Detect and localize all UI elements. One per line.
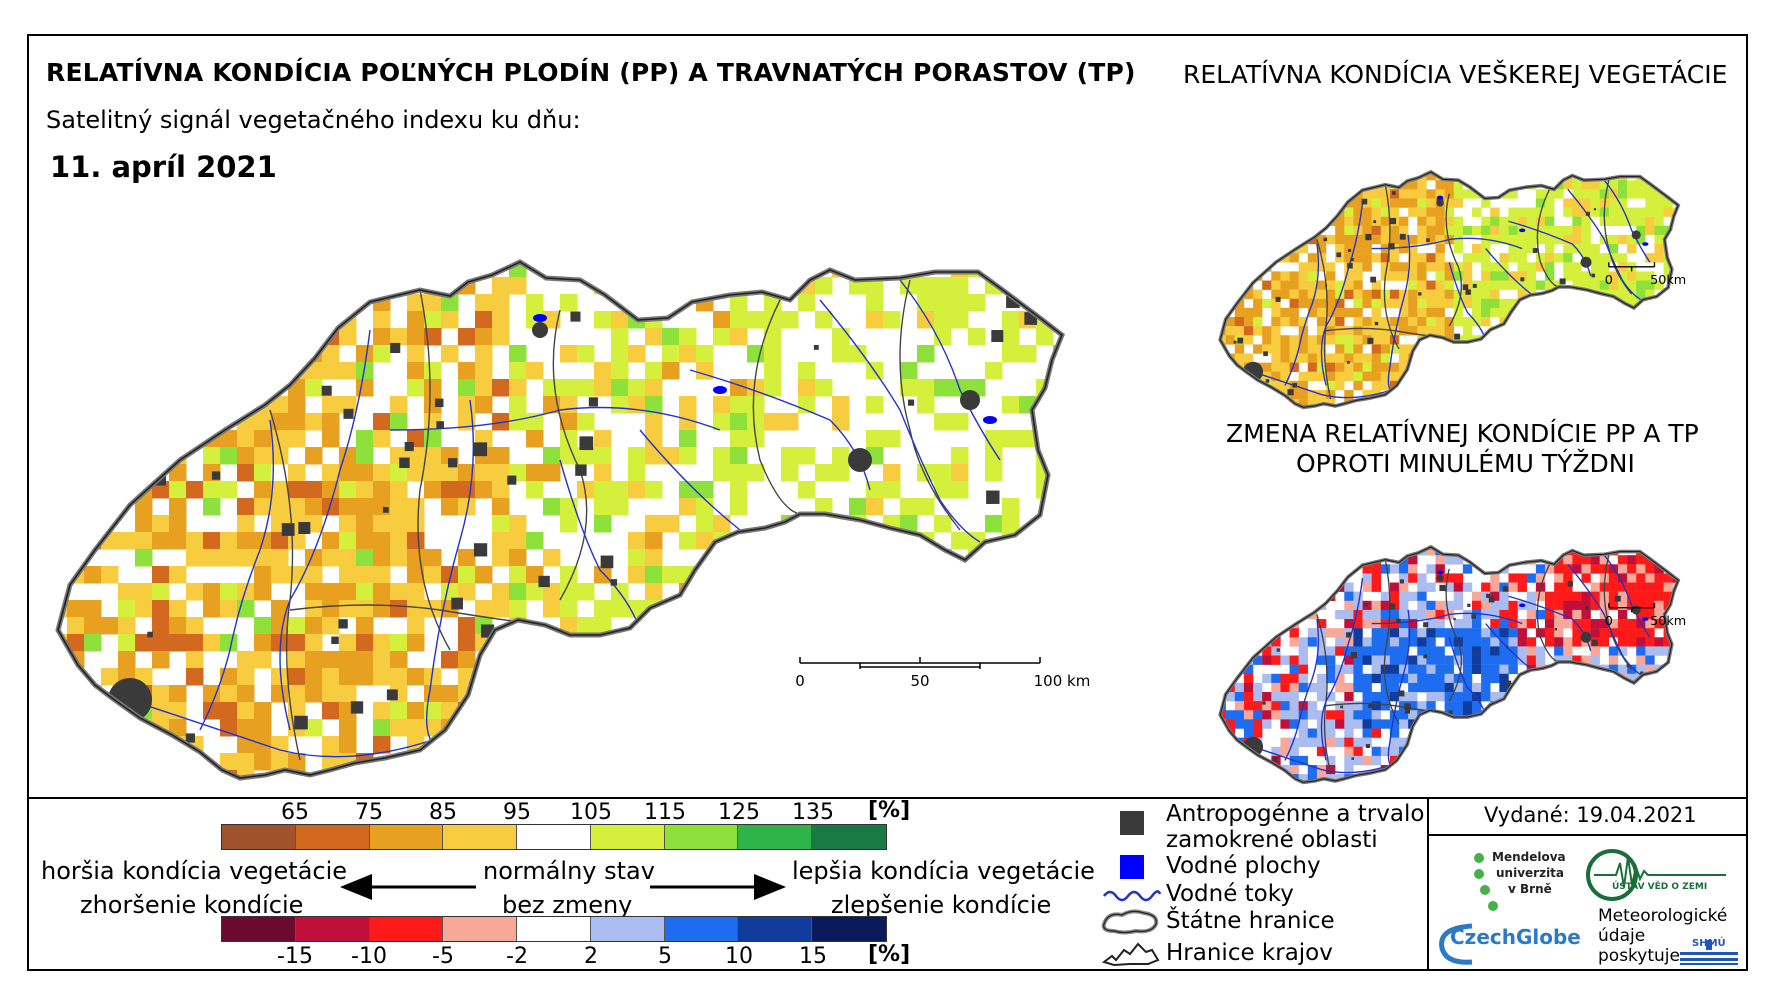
change-swatch-3: [443, 917, 518, 941]
bottom-scalebar-label-50: 50km: [1650, 614, 1686, 629]
change-swatch-6: [664, 917, 739, 941]
cond-tick-65: 65: [281, 800, 309, 825]
right-arrow-icon: [650, 874, 786, 900]
normal-state-label: normálny stav: [483, 857, 655, 885]
top-scalebar: [1608, 262, 1656, 272]
change-tick-5: 5: [658, 944, 672, 969]
bottom-scalebar-label-0: 0: [1605, 614, 1613, 629]
condition-change-map: 0 50km: [1218, 545, 1686, 785]
change-tick-15: 15: [799, 944, 827, 969]
change-swatch-5: [590, 917, 665, 941]
change-map-title-line1: ZMENA RELATÍVNEJ KONDÍCIE PP A TP: [1226, 419, 1699, 448]
change-swatch-4: [517, 917, 591, 941]
scalebar-label-50: 50: [910, 672, 929, 690]
change-tick-10: 10: [725, 944, 753, 969]
condition-color-scale: [221, 824, 887, 850]
cond-tick-85: 85: [429, 800, 457, 825]
rivers-label: Vodné toky: [1166, 881, 1294, 907]
worse-condition-label: horšia kondícia vegetácie: [41, 857, 348, 885]
change-swatch-0: [222, 917, 296, 941]
change-swatch-1: [295, 917, 370, 941]
condition-swatch-4: [517, 825, 591, 849]
shmu-text: SHMÚ: [1692, 938, 1726, 949]
condition-swatch-1: [295, 825, 370, 849]
cond-tick-115: 115: [644, 800, 686, 825]
condition-swatch-5: [590, 825, 665, 849]
mendel-text-3: v Brně: [1508, 882, 1552, 896]
change-color-scale: [221, 916, 887, 942]
change-tick-m10: -10: [351, 944, 387, 969]
subtitle: Satelitný signál vegetačného indexu ku d…: [46, 106, 581, 134]
cond-tick-105: 105: [570, 800, 612, 825]
meteo-text-1: Meteorologické: [1598, 906, 1728, 926]
cond-tick-125: 125: [718, 800, 760, 825]
condition-swatch-6: [664, 825, 739, 849]
water-area-swatch: [1120, 855, 1144, 879]
vegetation-condition-map: 0 50km: [1218, 170, 1686, 410]
cond-unit: [%]: [868, 798, 911, 823]
scalebar-label-0: 0: [795, 672, 805, 690]
river-line-icon: [1103, 890, 1162, 902]
region-border-label: Hranice krajov: [1166, 940, 1333, 966]
state-border-label: Štátne hranice: [1166, 908, 1335, 934]
meteo-text-3: poskytuje:: [1598, 946, 1686, 966]
cond-tick-95: 95: [503, 800, 531, 825]
change-tick-m15: -15: [277, 944, 313, 969]
state-border-icon: [1101, 909, 1159, 935]
legend-vertical-separator: [1427, 797, 1429, 971]
issued-date: Vydané: 19.04.2021: [1484, 803, 1697, 827]
better-condition-label: lepšia kondícia vegetácie: [792, 857, 1095, 885]
change-swatch-2: [369, 917, 444, 941]
change-tick-m5: -5: [432, 944, 454, 969]
ustav-logo: [1586, 849, 1726, 901]
cond-tick-135: 135: [792, 800, 834, 825]
change-swatch-7: [738, 917, 813, 941]
meteo-text-2: údaje: [1598, 926, 1646, 946]
shmu-logo: [1680, 940, 1738, 965]
czechglobe-text: CzechGlobe: [1450, 925, 1581, 949]
no-change-label: bez zmeny: [502, 891, 633, 919]
worsening-label: zhoršenie kondície: [80, 891, 304, 919]
legend-separator: [27, 797, 1748, 799]
change-swatch-8: [812, 917, 887, 941]
anthropogenic-label-1: Antropogénne a trvalo: [1166, 801, 1425, 827]
change-unit: [%]: [868, 942, 911, 967]
vegetation-map-title: RELATÍVNA KONDÍCIA VEŠKEREJ VEGETÁCIE: [1183, 60, 1728, 89]
condition-swatch-0: [222, 825, 296, 849]
region-border-icon: [1101, 942, 1160, 967]
main-title: RELATÍVNA KONDÍCIA POĽNÝCH PLODÍN (PP) A…: [46, 58, 1136, 87]
date-label: 11. apríl 2021: [50, 150, 277, 184]
top-scalebar-label-50: 50km: [1650, 273, 1686, 288]
cond-tick-75: 75: [355, 800, 383, 825]
scalebar-label-100: 100 km: [1034, 672, 1091, 690]
mendel-text-2: univerzita: [1496, 866, 1565, 880]
issued-separator: [1427, 834, 1748, 836]
condition-swatch-3: [443, 825, 518, 849]
main-condition-map: 0 50 100 km: [40, 130, 1091, 780]
condition-swatch-2: [369, 825, 444, 849]
left-arrow-icon: [340, 874, 476, 900]
water-areas-label: Vodné plochy: [1166, 853, 1321, 879]
improvement-label: zlepšenie kondície: [831, 891, 1052, 919]
main-scalebar: [799, 657, 1041, 669]
top-scalebar-label-0: 0: [1605, 273, 1613, 288]
change-tick-m2: -2: [506, 944, 528, 969]
change-map-title-line2: OPROTI MINULÉMU TÝŽDNI: [1296, 449, 1635, 478]
condition-swatch-7: [738, 825, 813, 849]
change-tick-2: 2: [584, 944, 598, 969]
map-frame: [27, 34, 1748, 971]
czechglobe-swoosh-icon: [1439, 923, 1473, 965]
bottom-scalebar: [1608, 603, 1656, 613]
condition-swatch-8: [812, 825, 887, 849]
anthropogenic-swatch: [1120, 811, 1144, 835]
mendel-text-1: Mendelova: [1492, 850, 1566, 864]
anthropogenic-label-2: zamokrené oblasti: [1166, 827, 1378, 853]
ustav-text: ÚSTAV VĚD O ZEMI: [1612, 882, 1708, 892]
